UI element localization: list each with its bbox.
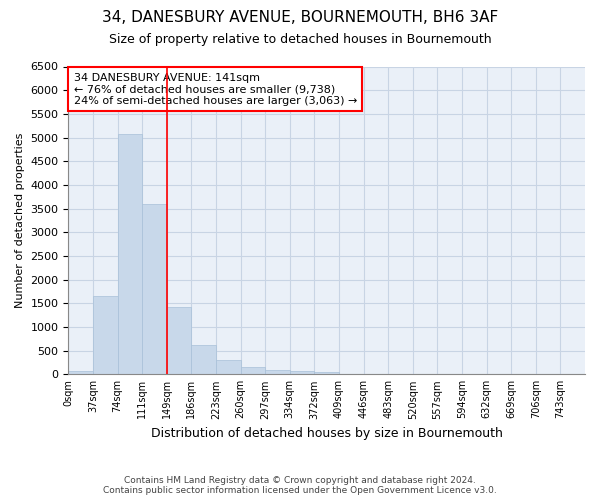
- Bar: [314, 372, 339, 374]
- Bar: [191, 345, 216, 374]
- Bar: [167, 306, 191, 374]
- Bar: [68, 371, 93, 374]
- Y-axis label: Number of detached properties: Number of detached properties: [15, 132, 25, 308]
- Bar: [93, 296, 118, 374]
- X-axis label: Distribution of detached houses by size in Bournemouth: Distribution of detached houses by size …: [151, 427, 503, 440]
- Text: Contains HM Land Registry data © Crown copyright and database right 2024.
Contai: Contains HM Land Registry data © Crown c…: [103, 476, 497, 495]
- Text: 34, DANESBURY AVENUE, BOURNEMOUTH, BH6 3AF: 34, DANESBURY AVENUE, BOURNEMOUTH, BH6 3…: [102, 10, 498, 25]
- Bar: [290, 371, 314, 374]
- Bar: [241, 367, 265, 374]
- Bar: [142, 204, 167, 374]
- Bar: [265, 370, 290, 374]
- Bar: [118, 134, 142, 374]
- Text: Size of property relative to detached houses in Bournemouth: Size of property relative to detached ho…: [109, 32, 491, 46]
- Bar: [216, 360, 241, 374]
- Text: 34 DANESBURY AVENUE: 141sqm
← 76% of detached houses are smaller (9,738)
24% of : 34 DANESBURY AVENUE: 141sqm ← 76% of det…: [74, 72, 357, 106]
